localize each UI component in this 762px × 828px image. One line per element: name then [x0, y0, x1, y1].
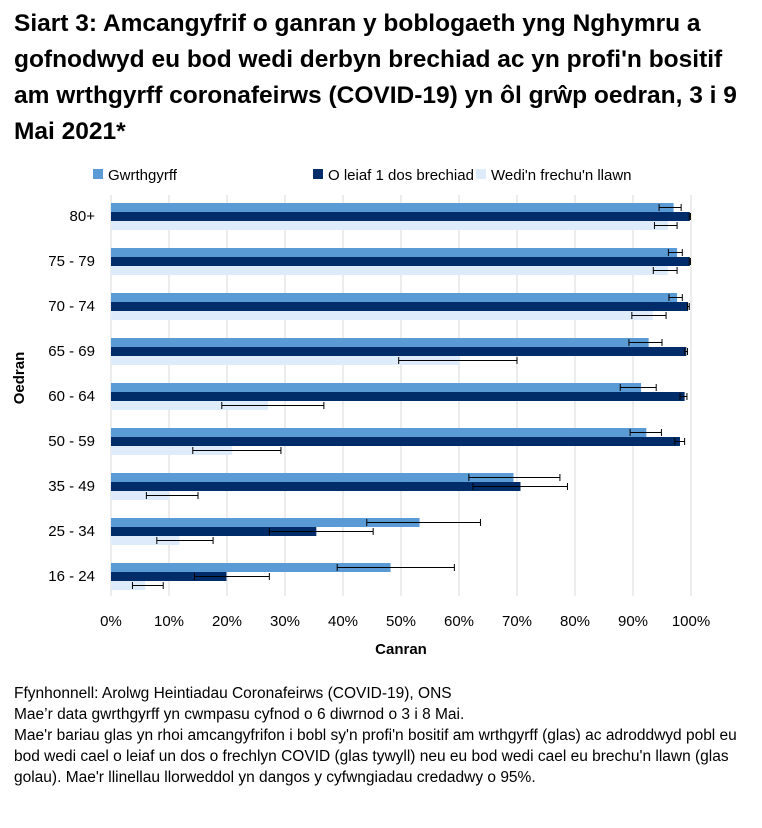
source-note: Ffynhonnell: Arolwg Heintiadau Coronafei…: [14, 685, 452, 702]
bar: [111, 581, 146, 590]
bar: [111, 572, 227, 581]
bar: [111, 338, 649, 347]
bar: [111, 212, 690, 221]
y-tick-label: 70 - 74: [48, 298, 95, 315]
bar: [111, 518, 420, 527]
legend-label: Wedi'n frechu'n llawn: [491, 167, 632, 184]
bar: [111, 491, 169, 500]
legend-swatch: [476, 169, 486, 179]
chart: 0% 10% 20% 30% 40% 50% 60% 70% 80% 90% 100% 80+ 75 -…: [11, 167, 710, 658]
x-tick-label: 30%: [270, 613, 300, 630]
x-tick-label: 50%: [386, 613, 416, 630]
bar: [111, 221, 668, 230]
x-tick-label: 10%: [154, 613, 184, 630]
y-tick-label: 75 - 79: [48, 253, 95, 270]
y-axis-title: Oedran: [11, 352, 28, 405]
legend-label: O leiaf 1 dos brechiad: [328, 167, 474, 184]
x-tick-label: 90%: [618, 613, 648, 630]
x-axis-title: Canran: [375, 641, 427, 658]
bar: [111, 257, 690, 266]
bar: [111, 527, 317, 536]
bar: [111, 293, 678, 302]
bar: [111, 446, 233, 455]
bar: [111, 203, 674, 212]
legend-label: Gwrthgyrff: [108, 167, 178, 184]
x-tick-label: 20%: [212, 613, 242, 630]
explanation-note: Mae'r bariau glas yn rhoi amcangyfrifon …: [14, 727, 737, 786]
y-tick-label: 80+: [70, 208, 96, 225]
y-tick-label: 60 - 64: [48, 388, 95, 405]
x-tick-label: 80%: [560, 613, 590, 630]
bar: [111, 266, 668, 275]
y-tick-label: 25 - 34: [48, 523, 95, 540]
x-tick-label: 0%: [100, 613, 122, 630]
y-tick-label: 50 - 59: [48, 433, 95, 450]
bar: [111, 428, 647, 437]
bar: [111, 347, 687, 356]
legend-swatch: [93, 169, 103, 179]
legend-swatch: [313, 169, 323, 179]
x-tick-label: 100%: [672, 613, 710, 630]
x-tick-label: 70%: [502, 613, 532, 630]
chart-title: Siart 3: Amcangyfrif o ganran y boblogae…: [14, 10, 737, 145]
bar: [111, 248, 678, 257]
x-tick-label: 40%: [328, 613, 358, 630]
bar: [111, 383, 642, 392]
notes: Ffynhonnell: Arolwg Heintiadau Coronafei…: [14, 683, 754, 788]
y-tick-label: 16 - 24: [48, 568, 95, 585]
bar: [111, 482, 521, 491]
bar: [111, 401, 269, 410]
bar: [111, 536, 180, 545]
bar: [111, 392, 685, 401]
bar: [111, 311, 653, 320]
bar: [111, 437, 680, 446]
bar: [111, 302, 689, 311]
y-tick-label: 65 - 69: [48, 343, 95, 360]
x-tick-label: 60%: [444, 613, 474, 630]
bar: [111, 356, 461, 365]
bar: [111, 473, 514, 482]
bar: [111, 563, 391, 572]
y-tick-label: 35 - 49: [48, 478, 95, 495]
period-note: Mae’r data gwrthgyrff yn cwmpasu cyfnod …: [14, 706, 465, 723]
